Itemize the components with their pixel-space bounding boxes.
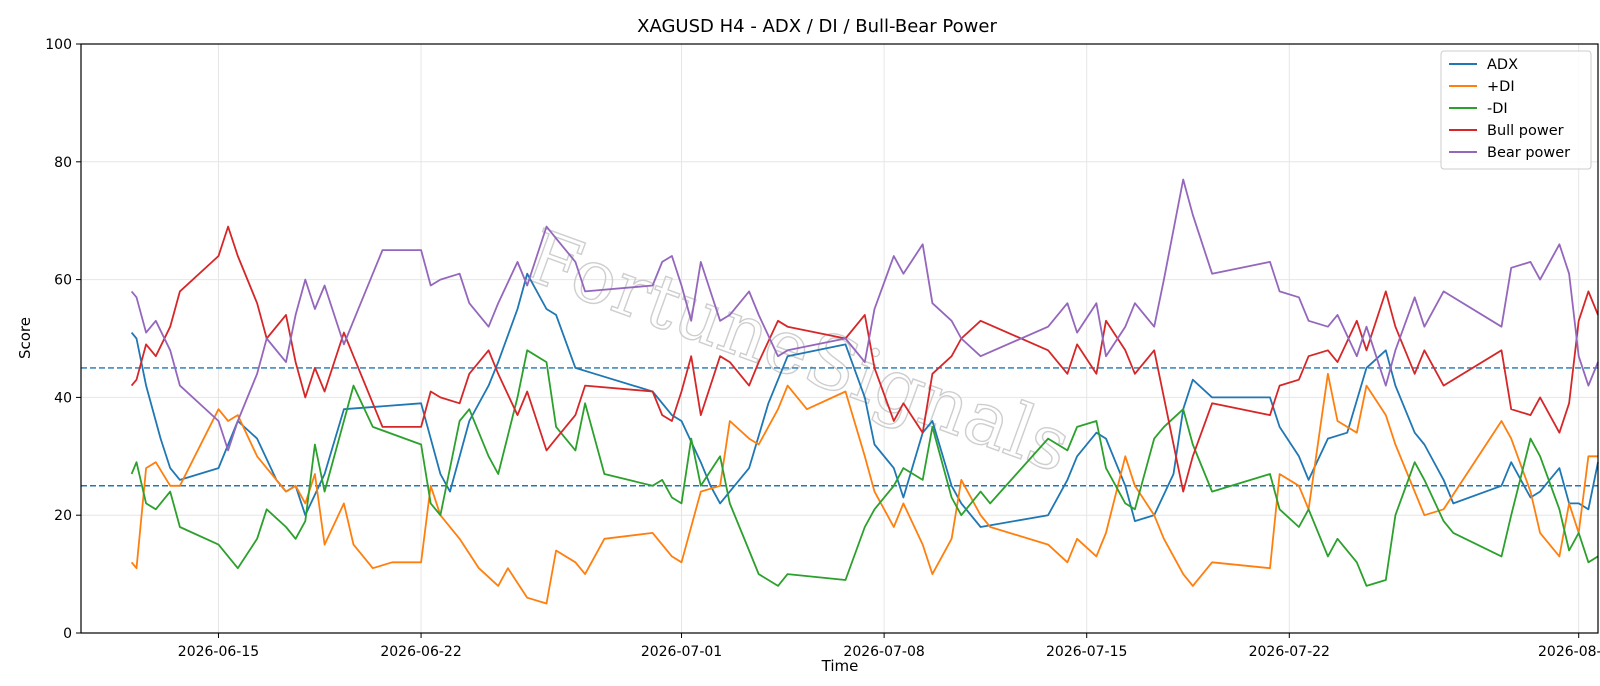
x-tick-label: 2026-07-22 <box>1249 644 1330 660</box>
legend-box <box>1440 50 1592 170</box>
threshold-lines <box>81 367 1598 487</box>
x-tick-label: 2026-08-01 <box>1538 644 1600 660</box>
legend-label-plus-di: +DI <box>1487 79 1515 95</box>
y-axis-label: Score <box>16 317 34 359</box>
x-tick-label: 2026-06-15 <box>178 644 259 660</box>
legend-label-bear-power: Bear power <box>1487 145 1570 161</box>
x-axis-ticks: 2026-06-15 2026-06-22 2026-07-01 2026-07-08… <box>178 633 1600 660</box>
series-line-bull-power <box>130 225 1599 493</box>
legend: ADX +DI -DI Bull power Bear power <box>1440 50 1592 170</box>
y-tick-label: 80 <box>54 155 72 171</box>
legend-label-adx: ADX <box>1487 57 1518 73</box>
legend-label-bull-power: Bull power <box>1487 123 1564 139</box>
x-tick-label: 2026-07-15 <box>1046 644 1127 660</box>
y-tick-label: 100 <box>45 37 72 53</box>
x-axis-label: Time <box>821 657 859 675</box>
y-tick-label: 60 <box>54 273 72 289</box>
series-line-adx <box>130 272 1599 528</box>
x-tick-label: 2026-06-22 <box>380 644 461 660</box>
legend-label-minus-di: -DI <box>1487 101 1508 117</box>
x-tick-label: 2026-07-08 <box>843 644 924 660</box>
x-tick-label: 2026-07-01 <box>641 644 722 660</box>
series-line-bear-power <box>130 178 1599 452</box>
series-line-minus-di <box>130 349 1599 587</box>
series-lines <box>130 178 1599 605</box>
plot-frame <box>80 43 1599 634</box>
grid-lines <box>81 43 1598 634</box>
y-tick-label: 40 <box>54 390 72 406</box>
y-axis-ticks: 0 20 40 60 80 100 <box>45 37 81 642</box>
y-tick-label: 20 <box>54 508 72 524</box>
chart-title: XAGUSD H4 - ADX / DI / Bull-Bear Power <box>637 16 997 37</box>
y-tick-label: 0 <box>63 626 72 642</box>
series-line-plus-di <box>130 372 1598 605</box>
